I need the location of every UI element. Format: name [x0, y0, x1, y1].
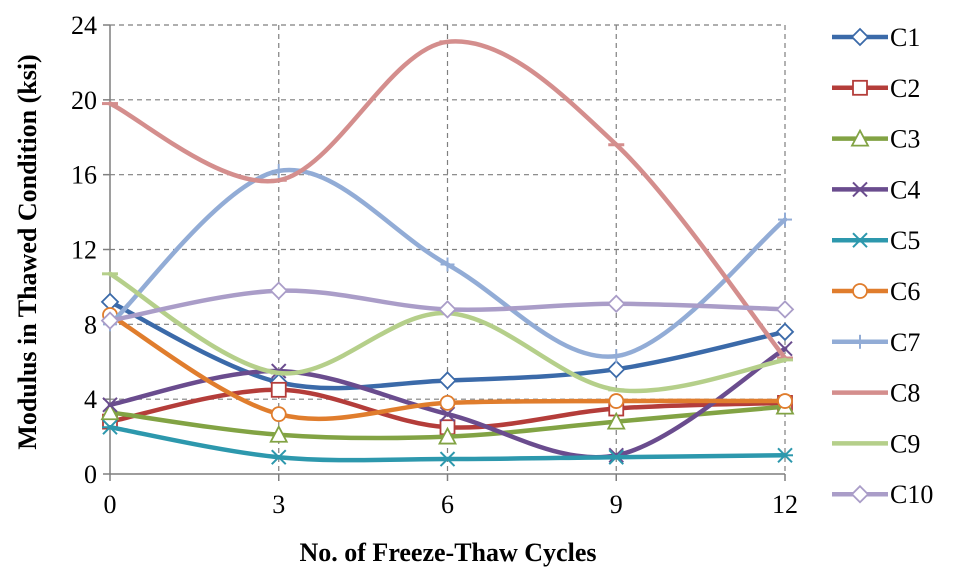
legend-label-c9: C9	[890, 429, 920, 458]
x-tick-label: 9	[610, 490, 623, 519]
legend-label-c10: C10	[890, 480, 933, 509]
series-c5	[102, 419, 793, 467]
x-tick-label: 12	[772, 490, 798, 519]
data-point-c10	[775, 300, 795, 319]
data-point-c6	[270, 406, 287, 423]
legend-label-c6: C6	[890, 277, 920, 306]
legend-item-c2: C2	[832, 74, 920, 103]
tick-labels: 0 4 8 12 16 20 24 0 3 6 9 12	[71, 11, 798, 519]
legend-label-c2: C2	[890, 74, 920, 103]
legend-label-c5: C5	[890, 226, 920, 255]
legend-item-c5: C5	[832, 226, 920, 255]
data-point-c4	[102, 397, 118, 413]
legend-item-c4: C4	[832, 175, 920, 204]
legend: C1 C2 C3 C4 C5 C6 C7 C8 C9 C10	[832, 23, 933, 509]
x-stroke	[102, 397, 118, 413]
x-tick-label: 0	[104, 490, 117, 519]
legend-marker-c1	[850, 27, 870, 47]
legend-item-c10: C10	[832, 480, 933, 509]
series-c10	[100, 281, 795, 330]
legend-marker-c7	[853, 334, 867, 349]
data-point-c6	[439, 395, 456, 411]
legend-marker-c2	[852, 79, 868, 96]
data-point-c7	[778, 212, 792, 227]
data-point-c7	[271, 163, 286, 178]
data-point-c4	[439, 406, 456, 422]
series-c8	[102, 39, 793, 361]
legend-marker-c10	[850, 484, 870, 504]
data-point-c10	[269, 281, 289, 300]
legend-item-c1: C1	[832, 23, 920, 52]
y-tick-label: 0	[84, 460, 97, 489]
axes	[103, 24, 786, 481]
data-point-c6	[608, 393, 625, 409]
data-point-c5	[439, 451, 456, 467]
legend-item-c7: C7	[832, 328, 920, 357]
legend-item-c3: C3	[832, 125, 920, 154]
data-point-c6	[777, 393, 793, 409]
data-point-c5	[777, 447, 793, 463]
data-point-c1	[438, 371, 457, 390]
y-tick-label: 8	[84, 310, 97, 339]
data-point-c3	[438, 426, 457, 445]
y-axis-title: Modulus in Thawed Condition (ksi)	[13, 54, 42, 449]
legend-label-c3: C3	[890, 125, 920, 154]
y-tick-label: 20	[71, 86, 97, 115]
series-c3	[100, 396, 795, 445]
x-stroke	[439, 406, 456, 422]
data-point-c5	[102, 419, 118, 435]
legend-label-c7: C7	[890, 328, 920, 357]
data-point-c7	[440, 257, 455, 272]
legend-marker-c3	[850, 128, 870, 147]
data-point-c1	[775, 322, 795, 342]
x-tick-label: 3	[272, 490, 285, 519]
legend-item-c6: C6	[832, 277, 920, 306]
data-point-c5	[608, 449, 625, 465]
x-axis-title: No. of Freeze-Thaw Cycles	[300, 538, 597, 567]
legend-item-c8: C8	[832, 379, 920, 408]
data-point-c3	[606, 411, 626, 430]
data-point-c3	[269, 424, 289, 443]
legend-label-c4: C4	[890, 175, 920, 204]
series-lines	[100, 39, 795, 467]
data-point-c7	[609, 349, 624, 364]
x-stroke	[852, 181, 868, 198]
data-point-c10	[606, 294, 626, 314]
data-point-c3	[100, 402, 120, 421]
gridlines	[110, 24, 786, 474]
legend-item-c9: C9	[832, 429, 920, 458]
data-point-c10	[100, 311, 120, 330]
x-tick-label: 6	[441, 490, 454, 519]
data-point-c2	[270, 381, 287, 398]
y-tick-label: 16	[71, 161, 97, 190]
legend-label-c8: C8	[890, 379, 920, 408]
data-point-c10	[438, 300, 457, 319]
legend-label-c1: C1	[890, 23, 920, 52]
y-tick-label: 24	[71, 11, 97, 40]
data-point-c5	[270, 449, 287, 465]
legend-marker-c4	[852, 181, 868, 198]
data-point-c1	[606, 359, 626, 379]
y-tick-label: 4	[84, 385, 97, 414]
legend-marker-c5	[852, 232, 868, 248]
y-tick-label: 12	[71, 236, 97, 265]
legend-marker-c6	[852, 283, 868, 299]
